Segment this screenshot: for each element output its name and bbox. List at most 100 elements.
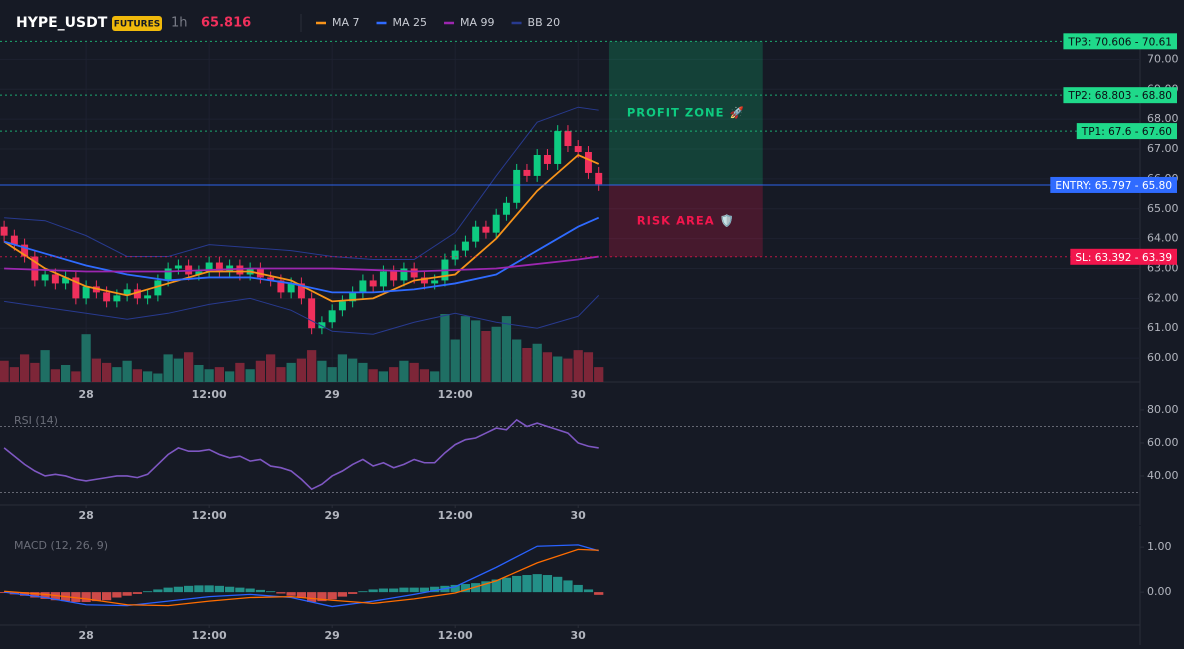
candle-body [349, 292, 357, 302]
y-tick-label: 60.00 [1147, 436, 1179, 449]
volume-bar [491, 326, 501, 382]
histogram-bar [553, 576, 563, 593]
volume-bar [419, 369, 430, 382]
candle-body [451, 250, 459, 260]
x-tick-label: 29 [325, 629, 340, 642]
histogram-bar [522, 575, 532, 593]
candle-body [410, 268, 418, 278]
volume-bar [460, 316, 471, 382]
histogram-bar [450, 584, 460, 593]
y-tick-label: 64.00 [1147, 232, 1179, 245]
macd-line [4, 548, 599, 607]
x-tick-label: 28 [78, 388, 93, 401]
histogram-bar [122, 592, 132, 596]
volume-bar [225, 371, 235, 382]
x-tick-label: 28 [78, 509, 93, 522]
candle-body [420, 277, 428, 284]
y-tick-label: 70.00 [1147, 52, 1179, 65]
volume-bar [91, 358, 101, 382]
histogram-bar [296, 592, 307, 598]
histogram-bar [430, 586, 440, 593]
volume-bar [481, 331, 491, 382]
candle-body [554, 131, 562, 164]
histogram-bar [409, 587, 419, 593]
panel: 28 12:00 29 12:00 30 0.00 1.00 MACD (12, 26, 9) [0, 526, 1172, 645]
candle-body [123, 289, 131, 296]
symbol: HYPE_USDT [16, 15, 108, 31]
volume-bar [399, 360, 409, 382]
volume-bar [204, 369, 214, 382]
candle-body [369, 280, 377, 287]
histogram-bar [214, 585, 225, 593]
volume-bar [153, 373, 163, 382]
volume-bar [389, 367, 399, 382]
candle-body [543, 154, 551, 164]
x-tick-label: 30 [571, 388, 587, 401]
histogram-bar [389, 588, 399, 593]
volume-bar [143, 371, 153, 382]
panel: 28 12:00 29 12:00 3060.0061.0062.0063.0064.0… [0, 33, 1179, 402]
y-tick-label: 0.00 [1147, 585, 1172, 598]
volume-bar [40, 350, 50, 382]
volume-bar [471, 320, 481, 382]
volume-bar [358, 362, 368, 382]
histogram-bar [184, 585, 194, 593]
candle-body [82, 286, 90, 299]
volume-bar [81, 334, 91, 382]
histogram-bar [501, 577, 512, 593]
candle-body [51, 274, 59, 284]
panel-title: RSI (14) [14, 414, 58, 427]
candle-body [103, 292, 111, 302]
zone-label: RISK AREA 🛡️ [637, 213, 735, 227]
x-tick-label: 12:00 [438, 629, 473, 642]
last-price: 65.816 [201, 16, 251, 31]
candle-body [174, 265, 182, 269]
x-tick-label: 12:00 [192, 509, 227, 522]
legend-label: BB 20 [528, 16, 561, 29]
volume-bar [173, 358, 184, 382]
histogram-bar [583, 589, 594, 593]
volume-bar [512, 339, 522, 382]
candle-body [359, 280, 367, 293]
histogram-bar [173, 586, 184, 593]
volume-bar [286, 362, 296, 382]
candle-body [297, 283, 305, 299]
histogram-bar [112, 592, 122, 598]
candle-body [31, 256, 39, 281]
candle-body [10, 235, 18, 245]
indicator-line [4, 106, 599, 261]
level-label-bg [1076, 123, 1177, 140]
volume-bar [184, 352, 194, 382]
indicator-line [3, 153, 600, 303]
level-label: TP3: 70.606 - 70.61 [1067, 36, 1172, 48]
histogram-bar [143, 591, 153, 593]
histogram-bar [327, 592, 337, 600]
volume-bar [122, 360, 132, 382]
x-tick-label: 28 [78, 629, 93, 642]
level-label: SL: 63.392 - 63.39 [1075, 252, 1172, 264]
histogram-bar [276, 592, 286, 594]
candle-body [328, 310, 336, 323]
candle-body [72, 277, 80, 299]
candle-body [338, 301, 346, 311]
volume-bar [573, 350, 583, 382]
candle-body [318, 322, 326, 329]
candle-body [482, 226, 490, 233]
histogram-bar [30, 592, 40, 598]
volume-bar [348, 358, 358, 382]
y-tick-label: 60.00 [1147, 351, 1179, 364]
histogram-bar [153, 589, 163, 593]
candle-body [492, 214, 500, 233]
histogram-bar [91, 592, 101, 602]
volume-bar [296, 358, 307, 382]
candle-body [461, 241, 469, 251]
y-tick-label: 61.00 [1147, 321, 1179, 334]
volume-bar [430, 371, 440, 382]
x-tick-label: 29 [325, 388, 340, 401]
candle-body [154, 280, 162, 296]
histogram-bar [419, 587, 430, 593]
histogram-bar [594, 592, 604, 595]
candle-body [584, 152, 592, 173]
candle-body [533, 154, 541, 176]
